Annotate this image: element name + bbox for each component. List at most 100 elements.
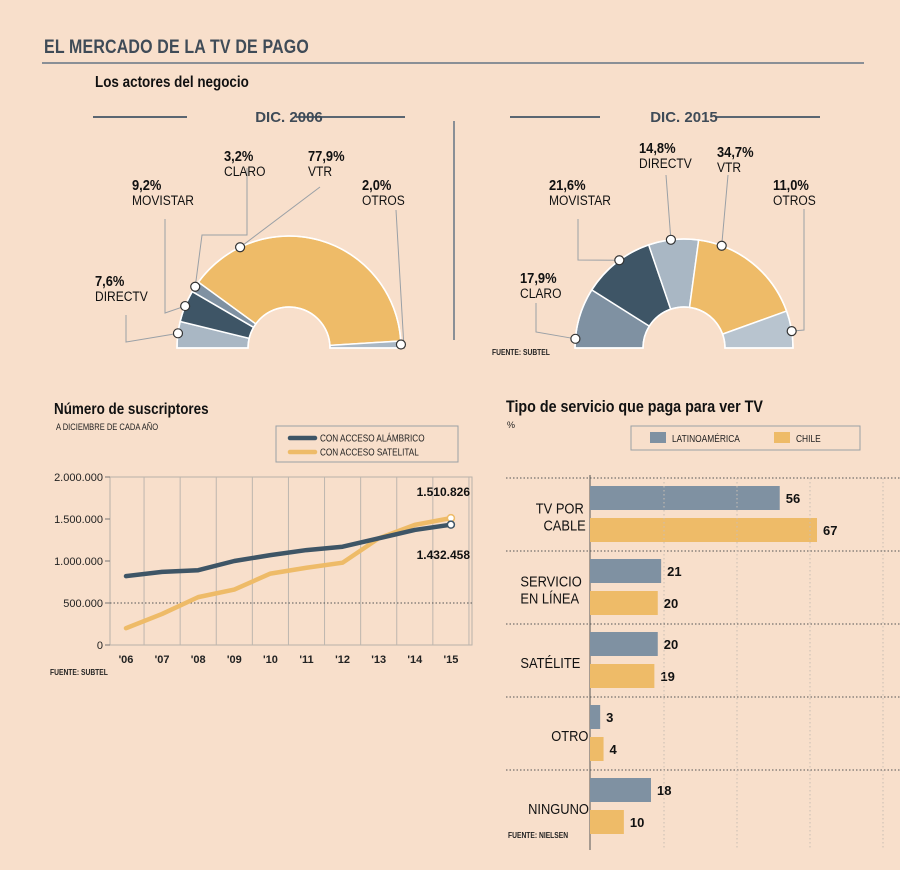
bar-value-label: 56	[786, 491, 800, 506]
marker-movistar	[180, 300, 191, 312]
label-vtr: VTR	[717, 159, 741, 175]
leader-movistar	[577, 219, 620, 261]
bar-latinoamerica	[590, 559, 662, 583]
category-label: EN LÍNEA	[520, 590, 579, 607]
bar-latinoamerica	[590, 705, 601, 729]
bar-chile	[590, 737, 604, 761]
legend-label-1: CON ACCESO SATELITAL	[320, 447, 419, 458]
label-otros: OTROS	[773, 192, 816, 208]
donut-2006: DIC. 2006 7,6%DIRECTV 9,2%MOVISTAR 3,2%CLAR…	[93, 109, 407, 350]
leader-vtr	[239, 186, 321, 248]
donuts-title: Los actores del negocio	[95, 74, 249, 91]
bar-latinoamerica	[590, 778, 651, 802]
series-line-con-acceso-alambrico	[123, 522, 454, 579]
xtick-label: '08	[191, 654, 206, 666]
label-vtr: VTR	[308, 163, 332, 179]
leader-directv	[125, 315, 179, 343]
bar-value-label: 10	[630, 815, 644, 830]
bar-legend: LATINOAMÉRICA CHILE	[630, 425, 861, 451]
pct-movistar: 9,2%	[132, 176, 162, 193]
donut-title: DIC. 2015	[650, 109, 718, 126]
bar-value-label: 4	[610, 742, 618, 757]
pct-directv: 14,8%	[639, 139, 676, 156]
donut-outline	[176, 235, 402, 349]
label-directv: DIRECTV	[95, 288, 148, 304]
category-label: SERVICIO	[520, 573, 581, 590]
bar-value-label: 20	[664, 637, 678, 652]
ytick-label: 1.000.000	[54, 556, 103, 568]
bar-chile	[590, 664, 655, 688]
label-otros: OTROS	[362, 192, 405, 208]
line-source: FUENTE: SUBTEL	[50, 668, 108, 677]
legend-label-latinoamerica: LATINOAMÉRICA	[672, 433, 741, 444]
ytick-label: 0	[97, 640, 103, 652]
ytick-label: 500.000	[63, 598, 103, 610]
label-movistar: MOVISTAR	[132, 192, 194, 208]
xtick-label: '11	[299, 654, 313, 666]
donut-source: FUENTE: SUBTEL	[492, 348, 550, 357]
marker-claro	[570, 333, 581, 344]
bar-latinoamerica	[590, 486, 780, 510]
line-legend: CON ACCESO ALÁMBRICO CON ACCESO SATELITAL	[275, 425, 459, 463]
bar-chile	[590, 591, 658, 615]
bar-value-label: 20	[664, 596, 678, 611]
bar-value-label: 21	[667, 564, 681, 579]
endpoint-alambrico	[446, 520, 456, 529]
bar-latinoamerica	[590, 632, 658, 656]
legend-box	[630, 425, 861, 451]
page-title: EL MERCADO DE LA TV DE PAGO	[44, 37, 309, 58]
title-rule	[42, 62, 864, 64]
donut-outline	[574, 238, 794, 349]
marker-vtr	[716, 240, 727, 251]
category-label: SATÉLITE	[520, 654, 580, 671]
xtick-label: '13	[371, 654, 386, 666]
legend-label-chile: CHILE	[796, 433, 821, 444]
donut-charts: DIC. 20067,6%DIRECTV9,2%MOVISTAR3,2%CLAR…	[93, 109, 820, 350]
bar-chile	[590, 518, 817, 542]
legend-box	[275, 425, 459, 463]
bar-value-label: 3	[606, 710, 613, 725]
pct-vtr: 34,7%	[717, 143, 754, 160]
leader-movistar	[164, 219, 186, 314]
bar-source: FUENTE: NIELSEN	[508, 831, 569, 840]
label-claro: CLARO	[520, 285, 561, 301]
xtick-label: '10	[263, 654, 278, 666]
line-title: Número de suscriptores	[54, 401, 209, 418]
bar-subtitle: %	[507, 420, 516, 430]
ytick-label: 1.500.000	[54, 514, 103, 526]
marker-movistar	[614, 255, 625, 266]
label-movistar: MOVISTAR	[549, 192, 611, 208]
marker-otros	[786, 326, 797, 337]
donut-2015: DIC. 2015 17,9%CLARO 21,6%MOVISTAR 14,8%DIR…	[510, 109, 820, 349]
category-label: CABLE	[544, 517, 586, 534]
pct-vtr: 77,9%	[308, 147, 345, 164]
end-label-satelital: 1.510.826	[417, 485, 471, 499]
pct-directv: 7,6%	[95, 272, 125, 289]
leader-otros	[791, 209, 805, 332]
marker-directv	[665, 234, 676, 245]
marker-otros	[395, 339, 407, 350]
xtick-label: '07	[155, 654, 170, 666]
label-directv: DIRECTV	[639, 155, 692, 171]
marker-vtr	[234, 242, 246, 253]
leader-claro	[535, 303, 576, 340]
xtick-label: '15	[443, 654, 458, 666]
leader-vtr	[721, 174, 729, 246]
pct-otros: 2,0%	[362, 176, 392, 193]
ytick-label: 2.000.000	[54, 472, 103, 484]
donut-title: DIC. 2006	[255, 109, 323, 126]
bar-title: Tipo de servicio que paga para ver TV	[506, 397, 763, 416]
category-label: OTRO	[551, 727, 588, 744]
pct-otros: 11,0%	[773, 176, 809, 193]
pct-claro: 3,2%	[224, 147, 254, 164]
bar-chile	[590, 810, 624, 834]
xtick-label: '14	[407, 654, 423, 666]
legend-label-0: CON ACCESO ALÁMBRICO	[320, 433, 425, 444]
line-subtitle: A DICIEMBRE DE CADA AÑO	[56, 422, 159, 432]
marker-claro	[190, 281, 201, 292]
category-label: NINGUNO	[528, 800, 589, 817]
end-label-alambrico: 1.432.458	[417, 548, 471, 562]
xtick-label: '12	[335, 654, 350, 666]
line-chart: CON ACCESO ALÁMBRICO CON ACCESO SATELITAL…	[54, 425, 473, 666]
